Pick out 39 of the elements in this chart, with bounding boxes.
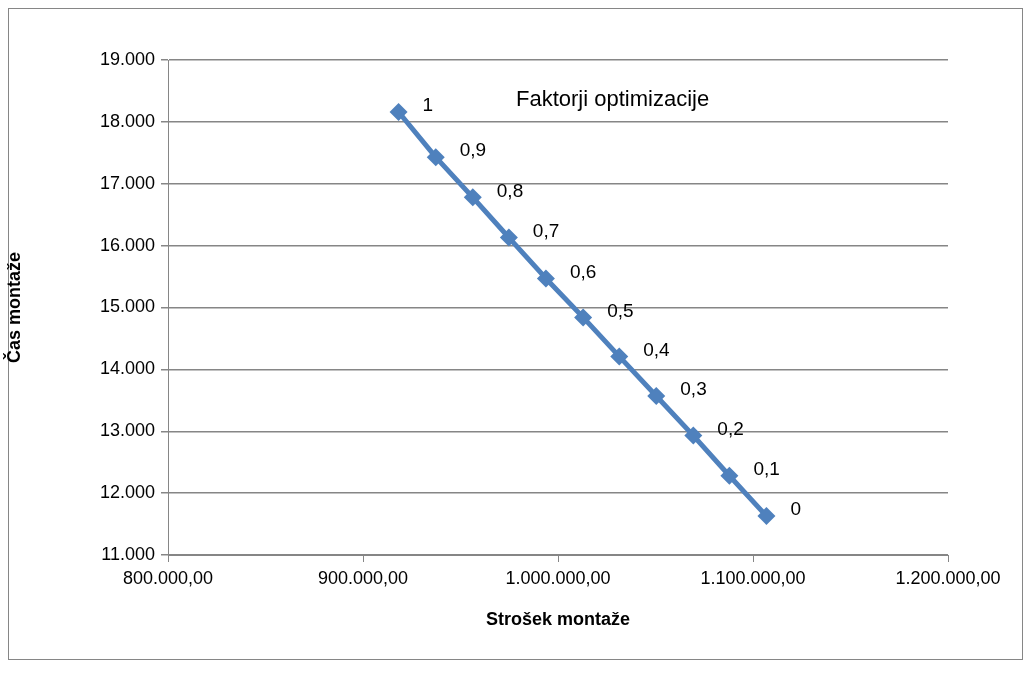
annotation: 0,7 (532, 219, 560, 241)
point (720, 466, 739, 485)
annotation: 0,3 (680, 378, 707, 400)
y-tick-label: 16.000 (99, 234, 155, 255)
point (574, 308, 593, 327)
annotation: 0,9 (459, 139, 487, 161)
point (389, 102, 408, 121)
annotation: 1 (422, 94, 434, 116)
annotation: 0,6 (569, 260, 597, 282)
annotation: 0,8 (496, 179, 524, 201)
y-tick-label: 12.000 (99, 482, 155, 503)
text: Faktorji optimizacije (516, 86, 710, 112)
point (463, 188, 482, 207)
point (757, 507, 776, 526)
y-tick-label: 11.000 (101, 543, 155, 564)
annotation: 0 (790, 498, 802, 520)
point (610, 347, 629, 366)
annotation: 0,5 (607, 299, 634, 321)
x-tick-label: 1.000.000,00 (505, 567, 611, 588)
annotation: 0,1 (753, 458, 780, 480)
point (499, 228, 518, 247)
y-tick-label: 17.000 (99, 172, 155, 193)
y-axis-title: Čas montaže (2, 251, 24, 364)
x-axis-title: Strošek montaže (485, 609, 631, 630)
annotation: 0,4 (643, 338, 671, 360)
y-tick-label: 14.000 (99, 358, 155, 379)
point (647, 386, 666, 405)
x-tick-label: 1.100.000,00 (700, 567, 806, 588)
point (684, 426, 703, 445)
annotation: 0,2 (717, 417, 744, 439)
x-tick-label: 900.000,00 (317, 567, 409, 588)
point (426, 148, 445, 167)
point (536, 269, 555, 288)
y-tick-label: 19.000 (99, 48, 155, 69)
x-tick-label: 800.000,00 (122, 567, 214, 588)
y-tick-label: 15.000 (99, 296, 155, 317)
y-tick-label: 13.000 (99, 420, 155, 441)
y-tick-label: 18.000 (99, 110, 155, 131)
x-tick-label: 1.200.000,00 (895, 567, 1001, 588)
